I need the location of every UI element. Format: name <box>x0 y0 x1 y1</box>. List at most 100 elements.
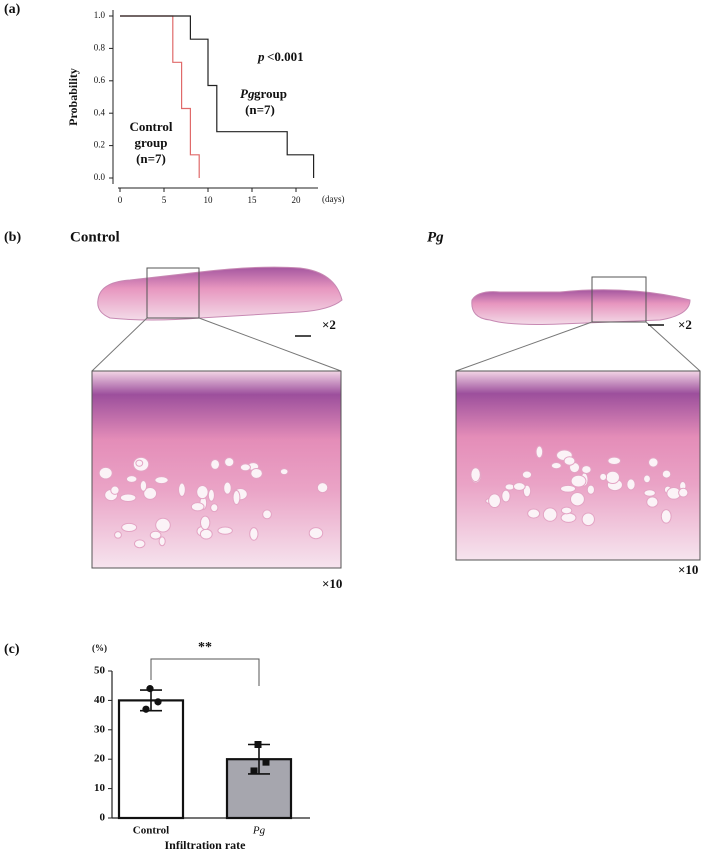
vacuole <box>643 489 656 497</box>
vacuole <box>527 508 541 519</box>
x-tick-label: Control <box>133 825 169 837</box>
survival-line <box>120 15 315 178</box>
vacuole <box>217 526 233 535</box>
vacuole <box>661 469 672 479</box>
vacuole <box>135 459 144 467</box>
histology-images <box>91 266 701 569</box>
y-tick-label: 1.0 <box>94 10 106 20</box>
annotation: group <box>135 135 168 150</box>
histology-title: Control <box>70 229 120 245</box>
y-tick-label: 0.8 <box>94 42 106 52</box>
annotation: group <box>254 86 287 101</box>
data-point <box>254 741 262 748</box>
x-tick-label: 15 <box>248 195 258 205</box>
x-tick-label: Pg <box>252 825 266 837</box>
vacuole <box>110 485 120 495</box>
vacuole <box>178 482 186 497</box>
vacuole <box>626 478 636 491</box>
vacuole <box>646 496 659 508</box>
magnification: ×2 <box>678 317 692 332</box>
y-tick-label: 0.6 <box>94 75 106 85</box>
vacuole <box>98 466 113 480</box>
vacuole <box>210 458 221 470</box>
y-tick-label: 10 <box>94 782 106 794</box>
vacuole <box>550 461 562 470</box>
vacuole <box>133 539 146 549</box>
vacuole <box>196 484 209 500</box>
x-tick-label: 0 <box>118 195 123 205</box>
vacuole <box>607 456 622 465</box>
vacuole <box>114 531 122 539</box>
vacuole <box>199 528 213 540</box>
vacuole <box>542 507 558 522</box>
data-point <box>262 758 270 766</box>
vacuole <box>560 506 573 515</box>
significance-bracket <box>150 658 260 686</box>
vacuole <box>119 493 137 503</box>
vacuole <box>501 489 511 503</box>
vacuole <box>535 445 544 459</box>
vacuole <box>316 482 329 494</box>
vacuole <box>199 515 211 531</box>
x-axis-label: Infiltration rate <box>165 838 247 852</box>
x-tick-label: 10 <box>204 195 214 205</box>
magnification: ×2 <box>322 317 336 332</box>
vacuole <box>605 470 620 485</box>
vacuole <box>249 527 259 541</box>
vacuole <box>262 509 272 520</box>
panel-label: (a) <box>4 2 21 17</box>
vacuole <box>570 492 585 507</box>
vacuole <box>560 484 577 493</box>
vacuole <box>570 474 587 488</box>
data-point <box>146 685 154 693</box>
vacuole <box>158 536 166 547</box>
y-axis-label: (%) <box>92 643 107 653</box>
x-tick-label: 5 <box>162 195 167 205</box>
x-tick-label: 20 <box>292 195 302 205</box>
survival-line <box>120 15 200 178</box>
vacuole <box>563 456 576 466</box>
histology-title: Pg <box>427 229 444 245</box>
panel-label: (c) <box>4 642 20 657</box>
y-tick-label: 30 <box>94 723 106 735</box>
vacuole <box>643 474 651 484</box>
zoom-line <box>91 317 148 372</box>
vacuole <box>581 512 595 527</box>
vacuole <box>224 457 235 467</box>
vacuole <box>239 463 251 472</box>
vacuole <box>207 488 215 502</box>
y-tick-label: 20 <box>94 753 106 765</box>
vacuole <box>512 482 526 491</box>
vacuole <box>279 468 289 476</box>
vacuole <box>232 490 241 505</box>
annotation: p <box>257 49 265 64</box>
tissue-section <box>471 289 691 325</box>
vacuole <box>250 467 263 479</box>
vacuole <box>308 527 324 540</box>
zoom-line <box>645 321 701 372</box>
annotation: Control <box>129 119 172 134</box>
data-point <box>250 767 258 775</box>
zoom-line <box>198 317 342 372</box>
bar <box>117 699 185 820</box>
vacuole <box>210 503 219 513</box>
y-axis-label: Probability <box>66 68 80 126</box>
vacuole <box>155 517 171 533</box>
zoom-line <box>455 321 593 372</box>
annotation: (n=7) <box>245 102 275 117</box>
vacuole <box>581 465 592 474</box>
data-point <box>142 705 150 713</box>
magnification: ×10 <box>322 576 342 591</box>
panel-label: (b) <box>4 230 21 245</box>
zoom-box <box>146 267 200 319</box>
data-point <box>154 698 162 706</box>
vacuole <box>470 467 481 483</box>
vacuole <box>660 509 672 524</box>
magnification: ×10 <box>678 562 698 577</box>
annotation: Pg <box>240 86 255 101</box>
tissue-section <box>97 266 343 321</box>
vacuole <box>586 484 595 495</box>
vacuole <box>223 481 232 495</box>
y-tick-label: 0.2 <box>94 140 105 150</box>
